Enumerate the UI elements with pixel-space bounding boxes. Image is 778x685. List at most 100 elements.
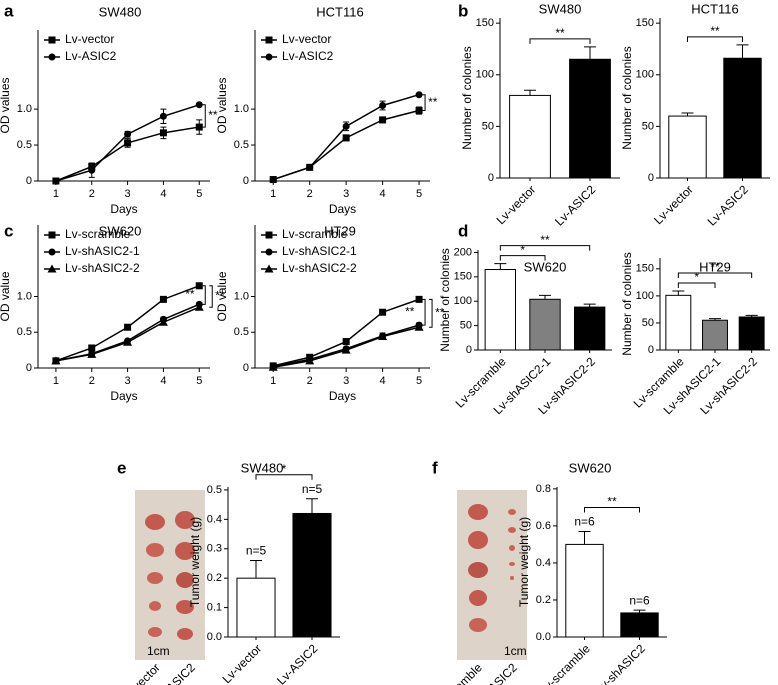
significance-bracket: [422, 298, 426, 326]
x-tick-label: Lv-ASIC2: [705, 182, 751, 228]
marker: [264, 264, 274, 273]
y-tick-label: 0.6: [536, 520, 551, 532]
y-tick-label: 0: [488, 172, 494, 184]
photo-e: [135, 490, 205, 660]
marker: [48, 248, 56, 256]
marker: [415, 91, 423, 99]
significance-bracket: [429, 298, 433, 328]
x-tick-label: 3: [125, 375, 131, 387]
y-axis-label: Number of colonies: [620, 46, 634, 149]
marker: [48, 231, 56, 239]
bar-label: n=5: [246, 544, 267, 558]
y-tick-label: 0: [648, 172, 654, 184]
x-tick-label: 5: [416, 188, 422, 200]
error-bar: [681, 112, 694, 117]
panel-letter: c: [4, 221, 13, 240]
error-bar: [584, 46, 596, 60]
marker: [265, 36, 273, 44]
y-tick-label: 150: [476, 17, 494, 29]
marker: [195, 282, 203, 290]
panel-letter: b: [458, 1, 468, 20]
y-tick-label: 0.4: [536, 557, 551, 569]
significance-bracket: [584, 506, 640, 513]
bar: [620, 612, 659, 638]
y-axis-label: Number of colonies: [460, 46, 474, 149]
significance-label: **: [555, 26, 565, 40]
marker: [88, 344, 96, 352]
x-axis-label: Days: [110, 389, 137, 403]
error-bar: [745, 314, 758, 317]
significance-bracket: [677, 272, 753, 279]
significance-label: **: [405, 304, 415, 318]
error-bar: [250, 560, 262, 579]
y-tick-label: 200: [454, 246, 472, 258]
marker: [159, 129, 167, 137]
significance-bracket: [202, 104, 206, 128]
x-tick-label: 4: [380, 188, 386, 200]
bar: [529, 298, 561, 351]
bar-label: n=6: [629, 593, 650, 607]
y-tick-label: 150: [636, 263, 654, 275]
marker: [124, 130, 132, 138]
y-tick-label: 0.5: [234, 326, 249, 338]
error-bar: [736, 44, 749, 59]
chart-title: SW620: [569, 460, 612, 475]
y-tick-label: 0.5: [234, 139, 249, 151]
significance-label: **: [185, 287, 195, 301]
y-tick-label: 100: [636, 290, 654, 302]
marker: [265, 248, 273, 256]
y-tick-label: 0.2: [536, 594, 551, 606]
y-tick-label: 0: [243, 362, 249, 374]
x-tick-label: 4: [160, 188, 166, 200]
chart-title: HT29: [324, 223, 356, 238]
x-tick-label: 3: [125, 188, 131, 200]
y-axis-label: Tumor weight (g): [188, 517, 202, 607]
photo-label: Lv-scramble: [429, 660, 485, 685]
bar: [509, 94, 551, 179]
y-axis-label: Tumor weight (g): [517, 517, 531, 607]
error-bar: [524, 89, 536, 96]
y-tick-label: 0: [26, 175, 32, 187]
y-axis-label: Number of colonies: [438, 248, 452, 351]
x-axis-label: Days: [329, 389, 356, 403]
significance-bracket: [209, 285, 213, 308]
significance-bracket: [529, 38, 591, 44]
panel-letter: f: [432, 458, 438, 477]
panel-letter: a: [4, 1, 14, 20]
y-tick-label: 0.1: [207, 601, 222, 613]
y-tick-label: 50: [482, 120, 494, 132]
photo-scale: 1cm: [504, 644, 527, 658]
marker: [269, 176, 277, 184]
chart-title: SW620: [524, 259, 567, 274]
error-bar: [578, 530, 591, 545]
significance-label: *: [282, 462, 287, 476]
y-tick-label: 1.0: [17, 290, 32, 302]
marker: [195, 101, 203, 109]
chart-title: HCT116: [691, 1, 738, 16]
y-tick-label: 50: [642, 120, 654, 132]
y-tick-label: 0.4: [207, 513, 222, 525]
chart-title: SW480: [99, 4, 142, 19]
series-line: [55, 285, 200, 362]
marker: [378, 332, 388, 341]
y-tick-label: 0: [243, 175, 249, 187]
x-tick-label: 1: [270, 188, 276, 200]
marker: [306, 163, 314, 171]
legend-label: Lv-shASIC2-1: [65, 244, 140, 258]
panel-letter: d: [458, 221, 468, 240]
legend-label: Lv-ASIC2: [65, 49, 117, 63]
y-tick-label: 0.0: [207, 631, 222, 643]
y-tick-label: 100: [454, 295, 472, 307]
legend-label: Lv-scramble: [282, 227, 348, 241]
photo-bg: [457, 490, 527, 660]
x-tick-label: 2: [307, 375, 313, 387]
chart-title: SW620: [99, 223, 142, 238]
y-tick-label: 0.0: [536, 631, 551, 643]
y-axis-label: OD value: [215, 271, 229, 321]
significance-bracket: [499, 255, 546, 261]
photo-f: [457, 490, 527, 660]
legend-label: Lv-scramble: [65, 227, 131, 241]
chart-title: HCT116: [316, 4, 363, 19]
x-tick-label: 5: [196, 188, 202, 200]
